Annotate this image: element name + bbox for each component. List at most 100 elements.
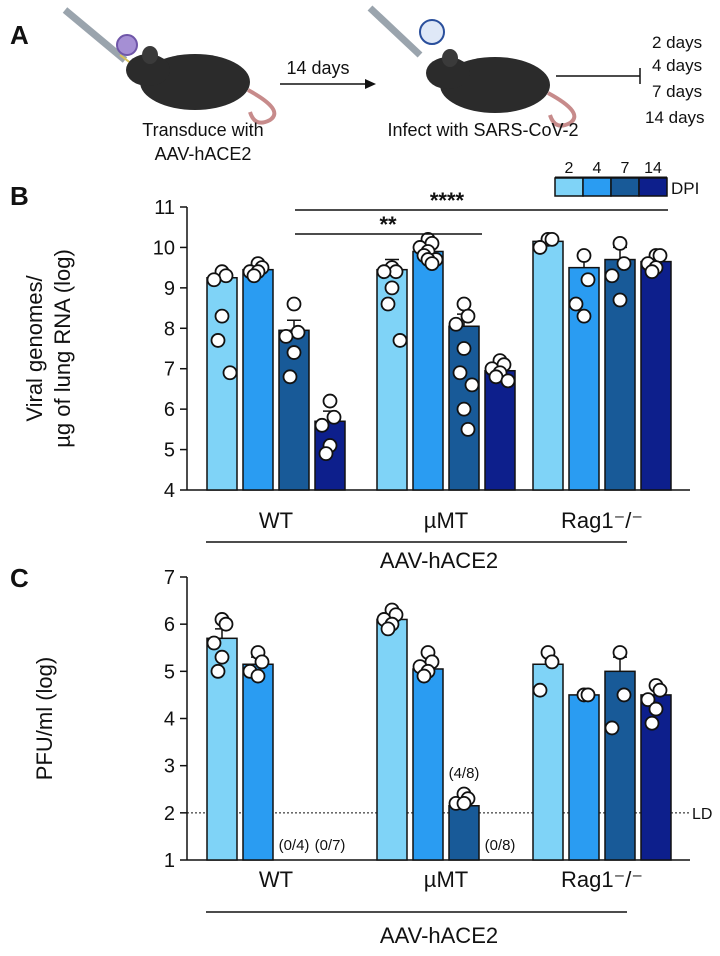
data-point — [282, 369, 298, 385]
bar — [568, 694, 600, 861]
y-tick-label: 5 — [164, 661, 175, 683]
data-point — [326, 409, 342, 425]
data-point — [644, 264, 660, 280]
y-tick-label: 9 — [164, 278, 175, 300]
timepoint: 14 days — [645, 108, 705, 127]
data-point — [612, 292, 628, 308]
data-point — [452, 365, 468, 381]
bar — [532, 240, 564, 491]
data-point — [544, 654, 560, 670]
y-axis-label: Viral genomes/ — [22, 274, 47, 421]
data-point — [652, 682, 668, 698]
data-point — [456, 401, 472, 417]
y-tick-label: 5 — [164, 440, 175, 462]
significance-label: **** — [430, 188, 465, 213]
annotation: (0/8) — [485, 837, 516, 854]
data-point — [500, 373, 516, 389]
data-point — [580, 272, 596, 288]
y-axis-label: PFU/ml (log) — [32, 657, 57, 780]
x-tick-label: µMT — [424, 867, 468, 892]
data-point — [380, 621, 396, 637]
interval-label: 14 days — [286, 58, 349, 78]
step-label: Transduce with — [142, 120, 263, 140]
data-point — [392, 333, 408, 348]
bar — [412, 250, 444, 491]
panel-label: A — [10, 20, 29, 50]
group-label: AAV-hACE2 — [380, 923, 498, 948]
detection-limit-label: LD — [692, 806, 712, 823]
legend-title: DPI — [671, 179, 699, 198]
legend-swatch — [610, 177, 640, 197]
panel-label: C — [10, 563, 29, 593]
y-tick-label: 3 — [164, 756, 175, 778]
y-tick-label: 7 — [164, 567, 175, 589]
data-point — [318, 446, 334, 462]
legend-label: 7 — [621, 160, 630, 177]
legend-label: 4 — [593, 160, 602, 177]
legend-swatch — [582, 177, 612, 197]
mouse-illustration — [367, 5, 577, 128]
data-point — [532, 240, 548, 255]
data-point — [218, 616, 234, 632]
data-point — [648, 701, 664, 717]
y-tick-label: 6 — [164, 614, 175, 636]
legend-swatch — [638, 177, 668, 197]
data-point — [286, 296, 302, 312]
data-point — [460, 421, 476, 437]
data-point — [456, 296, 472, 312]
data-point — [278, 328, 294, 344]
data-point — [460, 308, 476, 324]
data-point — [210, 333, 226, 348]
panel-label: B — [10, 181, 29, 211]
data-point — [206, 272, 222, 288]
data-point — [616, 256, 632, 272]
y-tick-label: 4 — [164, 709, 175, 731]
annotation: (4/8) — [449, 765, 480, 782]
data-point — [380, 296, 396, 312]
data-point — [322, 393, 338, 409]
mouse-illustration — [62, 7, 277, 125]
y-tick-label: 10 — [153, 237, 175, 259]
bar — [484, 369, 516, 491]
data-point — [580, 687, 596, 703]
annotation: (0/4) — [279, 837, 310, 854]
data-point — [576, 248, 592, 263]
y-tick-label: 8 — [164, 318, 175, 340]
data-point — [612, 235, 628, 251]
legend-label: 14 — [644, 160, 662, 177]
bar — [242, 663, 274, 861]
step-label: Infect with SARS-CoV-2 — [387, 120, 578, 140]
data-point — [246, 268, 262, 284]
timepoint: 7 days — [652, 82, 702, 101]
y-tick-label: 1 — [164, 850, 175, 872]
data-point — [222, 365, 238, 381]
bar — [376, 618, 408, 861]
step-label: AAV-hACE2 — [155, 144, 252, 164]
y-tick-label: 6 — [164, 399, 175, 421]
data-point — [576, 308, 592, 324]
data-point — [464, 377, 480, 393]
data-point — [448, 316, 464, 332]
data-point — [376, 264, 392, 280]
data-point — [456, 341, 472, 356]
data-point — [254, 654, 270, 670]
data-point — [286, 345, 302, 360]
annotation: (0/7) — [315, 837, 346, 854]
y-tick-label: 7 — [164, 359, 175, 381]
data-point — [652, 248, 668, 263]
data-point — [612, 645, 628, 660]
group-label: AAV-hACE2 — [380, 548, 498, 573]
data-point — [218, 268, 234, 284]
data-point — [544, 231, 560, 247]
data-point — [214, 308, 230, 324]
bar — [640, 260, 672, 491]
data-point — [384, 280, 400, 296]
data-point — [210, 663, 226, 679]
timepoint: 2 days — [652, 33, 702, 52]
legend-swatch — [554, 177, 584, 197]
data-point — [532, 682, 548, 698]
data-point — [456, 796, 472, 811]
data-point — [644, 715, 660, 731]
x-tick-label: Rag1⁻/⁻ — [561, 508, 643, 533]
